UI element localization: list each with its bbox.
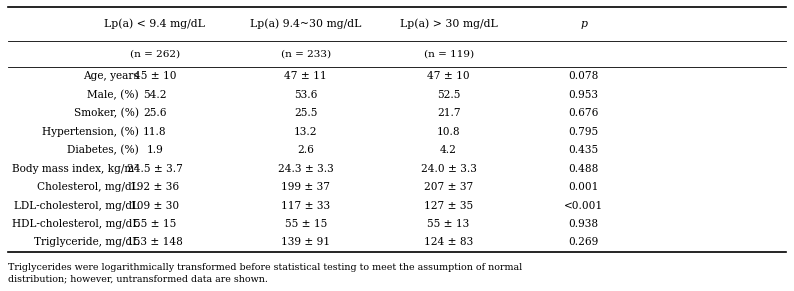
Text: 11.8: 11.8	[143, 127, 167, 136]
Text: Cholesterol, mg/dL: Cholesterol, mg/dL	[37, 182, 139, 192]
Text: Lp(a) < 9.4 mg/dL: Lp(a) < 9.4 mg/dL	[104, 19, 206, 29]
Text: 53.6: 53.6	[294, 90, 318, 100]
Text: Triglyceride, mg/dL: Triglyceride, mg/dL	[34, 237, 139, 247]
Text: 52.5: 52.5	[437, 90, 461, 100]
Text: 0.435: 0.435	[569, 145, 599, 155]
Text: 25.5: 25.5	[294, 108, 318, 118]
Text: 24.5 ± 3.7: 24.5 ± 3.7	[127, 164, 183, 173]
Text: 54.2: 54.2	[143, 90, 167, 100]
Text: 0.488: 0.488	[569, 164, 599, 173]
Text: 109 ± 30: 109 ± 30	[130, 200, 179, 210]
Text: 47 ± 11: 47 ± 11	[284, 71, 327, 81]
Text: 0.953: 0.953	[569, 90, 599, 100]
Text: 127 ± 35: 127 ± 35	[424, 200, 473, 210]
Text: 0.676: 0.676	[569, 108, 599, 118]
Text: Smoker, (%): Smoker, (%)	[74, 108, 139, 118]
Text: 0.269: 0.269	[569, 237, 599, 247]
Text: Body mass index, kg/m²: Body mass index, kg/m²	[13, 164, 139, 173]
Text: 55 ± 15: 55 ± 15	[284, 219, 327, 229]
Text: Age, years: Age, years	[83, 71, 139, 81]
Text: 0.078: 0.078	[569, 71, 599, 81]
Text: 124 ± 83: 124 ± 83	[424, 237, 473, 247]
Text: HDL-cholesterol, mg/dL: HDL-cholesterol, mg/dL	[12, 219, 139, 229]
Text: Hypertension, (%): Hypertension, (%)	[42, 126, 139, 137]
Text: Diabetes, (%): Diabetes, (%)	[67, 145, 139, 155]
Text: 25.6: 25.6	[143, 108, 167, 118]
Text: (n = 119): (n = 119)	[423, 49, 474, 58]
Text: (n = 233): (n = 233)	[280, 49, 331, 58]
Text: LDL-cholesterol, mg/dL: LDL-cholesterol, mg/dL	[14, 200, 139, 210]
Text: 4.2: 4.2	[440, 145, 457, 155]
Text: 24.3 ± 3.3: 24.3 ± 3.3	[278, 164, 333, 173]
Text: 139 ± 91: 139 ± 91	[281, 237, 330, 247]
Text: 0.938: 0.938	[569, 219, 599, 229]
Text: 207 ± 37: 207 ± 37	[424, 182, 473, 192]
Text: <0.001: <0.001	[564, 200, 603, 210]
Text: 55 ± 15: 55 ± 15	[133, 219, 176, 229]
Text: (n = 262): (n = 262)	[129, 49, 180, 58]
Text: 45 ± 10: 45 ± 10	[133, 71, 176, 81]
Text: 1.9: 1.9	[146, 145, 164, 155]
Text: 0.001: 0.001	[569, 182, 599, 192]
Text: 21.7: 21.7	[437, 108, 461, 118]
Text: Lp(a) 9.4~30 mg/dL: Lp(a) 9.4~30 mg/dL	[250, 19, 361, 29]
Text: Lp(a) > 30 mg/dL: Lp(a) > 30 mg/dL	[399, 19, 498, 29]
Text: 13.2: 13.2	[294, 127, 318, 136]
Text: 24.0 ± 3.3: 24.0 ± 3.3	[421, 164, 476, 173]
Text: 10.8: 10.8	[437, 127, 461, 136]
Text: 117 ± 33: 117 ± 33	[281, 200, 330, 210]
Text: p: p	[580, 19, 587, 29]
Text: Male, (%): Male, (%)	[87, 89, 139, 100]
Text: 153 ± 148: 153 ± 148	[127, 237, 183, 247]
Text: Triglycerides were logarithmically transformed before statistical testing to mee: Triglycerides were logarithmically trans…	[8, 263, 522, 284]
Text: 192 ± 36: 192 ± 36	[130, 182, 179, 192]
Text: 55 ± 13: 55 ± 13	[427, 219, 470, 229]
Text: 47 ± 10: 47 ± 10	[427, 71, 470, 81]
Text: 0.795: 0.795	[569, 127, 599, 136]
Text: 199 ± 37: 199 ± 37	[281, 182, 330, 192]
Text: 2.6: 2.6	[297, 145, 314, 155]
